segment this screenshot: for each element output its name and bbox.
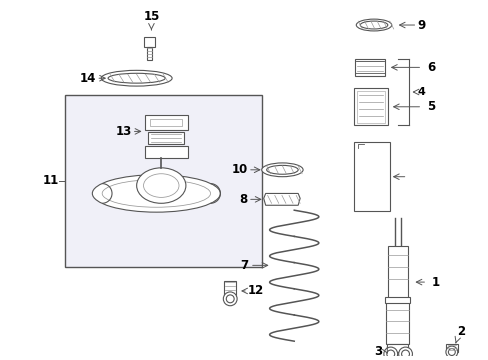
Text: 4: 4 [416,87,425,97]
Text: 11: 11 [42,174,59,187]
Bar [143,37,155,47]
Bar [144,146,187,158]
Ellipse shape [136,168,185,203]
Text: 5: 5 [427,100,434,113]
Ellipse shape [92,175,220,212]
Ellipse shape [108,73,165,83]
Ellipse shape [266,165,298,174]
Text: 10: 10 [231,163,247,176]
Bar [384,297,409,303]
Text: 2: 2 [456,325,464,338]
Circle shape [398,347,411,360]
Text: 8: 8 [239,193,247,206]
Bar [224,281,236,299]
Text: 14: 14 [80,72,96,85]
Circle shape [223,292,237,306]
Ellipse shape [102,180,210,207]
Bar [148,132,183,144]
Bar [144,114,187,130]
Ellipse shape [101,70,172,86]
Bar [386,344,407,352]
Bar [445,344,457,352]
Circle shape [383,347,397,360]
Bar [355,59,384,76]
Bar [357,91,384,122]
Circle shape [226,295,234,303]
Ellipse shape [261,163,303,177]
Ellipse shape [143,174,179,197]
Ellipse shape [356,19,391,31]
Text: 7: 7 [239,259,247,272]
Bar [146,47,152,60]
Circle shape [386,350,394,358]
Bar [385,300,408,344]
Bar [387,246,407,300]
Text: 6: 6 [427,61,434,74]
Text: 1: 1 [431,276,439,289]
Bar [150,118,182,126]
Bar [64,95,261,267]
Text: 9: 9 [416,18,425,32]
Polygon shape [263,193,300,205]
Text: 12: 12 [247,284,264,297]
Circle shape [445,346,457,358]
Text: 13: 13 [115,125,131,138]
Ellipse shape [360,21,387,29]
Text: 15: 15 [143,10,159,23]
Bar [354,142,389,211]
Text: 3: 3 [373,345,381,357]
Circle shape [401,350,408,358]
Bar [354,88,387,126]
Circle shape [447,348,454,355]
